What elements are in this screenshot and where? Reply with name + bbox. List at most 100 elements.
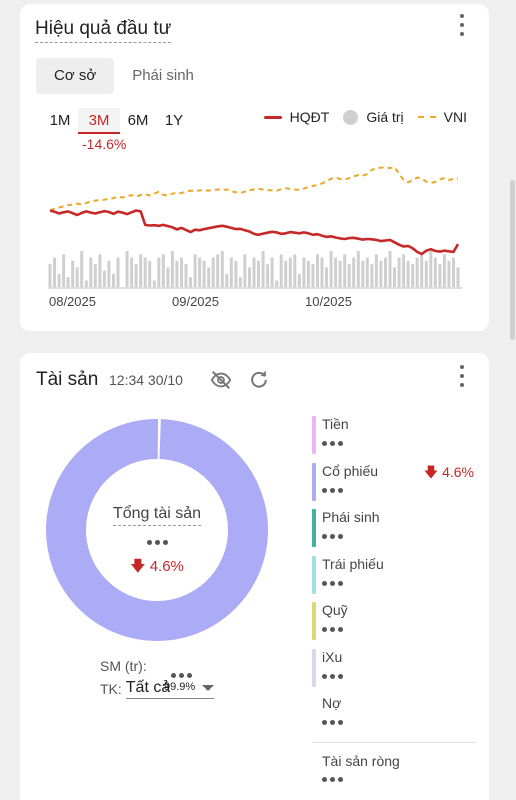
asset-color-bar xyxy=(312,462,316,501)
value-bar xyxy=(193,254,197,287)
asset-list: Tiền Cổ phiếu 🡇 4.6% Phái sinh Trái phiế… xyxy=(312,415,480,741)
account-row: TK: Tất cả xyxy=(100,679,214,699)
value-bar xyxy=(93,264,97,287)
value-bar xyxy=(311,264,315,287)
asset-color-bar xyxy=(312,648,316,687)
value-bar xyxy=(116,257,120,287)
value-bar xyxy=(143,257,147,287)
total-assets-label[interactable]: Tổng tài sản xyxy=(112,505,202,526)
value-bar xyxy=(343,254,347,287)
value-bar xyxy=(139,254,143,287)
asset-color-bar xyxy=(312,416,316,454)
asset-value xyxy=(322,441,343,446)
refresh-icon[interactable] xyxy=(248,369,270,391)
legend-line-icon xyxy=(263,115,282,119)
value-bar xyxy=(48,264,52,287)
legend-vni-label: VNI xyxy=(443,109,467,125)
value-bar xyxy=(189,277,192,287)
asset-item-phai-sinh[interactable]: Phái sinh xyxy=(312,508,480,555)
value-bar xyxy=(293,254,297,287)
arrow-down-icon: 🡇 xyxy=(130,558,146,575)
performance-title[interactable]: Hiệu quả đầu tư xyxy=(35,18,172,43)
account-select[interactable]: Tất cả xyxy=(125,679,214,699)
total-assets-value xyxy=(46,532,268,550)
value-bar xyxy=(329,251,333,287)
value-bar xyxy=(89,257,93,287)
asset-item-trai-phieu[interactable]: Trái phiếu xyxy=(312,555,480,602)
tab-phai-sinh[interactable]: Phái sinh xyxy=(132,67,194,84)
asset-name: Nợ xyxy=(322,695,342,711)
period-1m[interactable]: 1M xyxy=(49,112,71,129)
asset-value xyxy=(322,720,343,725)
asset-item-quy[interactable]: Quỹ xyxy=(312,601,480,648)
value-bar xyxy=(107,260,111,287)
asset-value xyxy=(322,627,343,632)
x-tick-label: 09/2025 xyxy=(172,294,219,309)
value-bar xyxy=(207,267,211,287)
caret-down-icon xyxy=(201,685,214,691)
x-tick-label: 10/2025 xyxy=(305,294,352,309)
legend-value-label: Giá trị xyxy=(366,109,404,125)
asset-value xyxy=(322,487,343,493)
value-bar xyxy=(175,260,179,287)
value-bar xyxy=(257,260,260,287)
investment-performance-card: Hiệu quả đầu tư Cơ sở Phái sinh 1M 3M 6M… xyxy=(20,4,489,331)
value-bar xyxy=(220,251,224,287)
assets-more-icon[interactable] xyxy=(459,365,465,387)
legend-value[interactable]: Giá trị xyxy=(343,109,404,125)
total-assets-change-value: 4.6% xyxy=(149,558,184,575)
value-bar xyxy=(374,254,378,287)
legend-dot-icon xyxy=(343,109,359,125)
performance-chart xyxy=(48,166,462,289)
asset-item-tien[interactable]: Tiền xyxy=(312,415,480,462)
page-scrollbar[interactable] xyxy=(510,180,515,340)
value-bar xyxy=(338,260,342,287)
tab-co-so[interactable]: Cơ sở xyxy=(36,58,115,94)
asset-name: Tiền xyxy=(322,416,349,432)
value-bar xyxy=(365,257,369,287)
value-bar xyxy=(62,254,66,287)
value-bar xyxy=(402,254,406,287)
legend-vni[interactable]: VNI xyxy=(417,109,467,125)
value-bar xyxy=(356,251,360,287)
value-bar xyxy=(325,267,328,287)
period-6m[interactable]: 6M xyxy=(127,112,149,129)
asset-name: Phái sinh xyxy=(322,509,380,525)
performance-more-icon[interactable] xyxy=(459,14,465,36)
value-bar xyxy=(447,260,451,287)
hqdt-series-line xyxy=(49,209,460,256)
period-1y[interactable]: 1Y xyxy=(164,112,184,129)
period-change-value: -14.6% xyxy=(82,136,127,152)
value-bar xyxy=(347,264,351,287)
legend-hqdt[interactable]: HQĐT xyxy=(263,109,330,125)
value-bar xyxy=(384,257,387,287)
asset-item-co-phieu[interactable]: Cổ phiếu 🡇 4.6% xyxy=(312,462,480,509)
asset-item-ixu[interactable]: iXu xyxy=(312,648,480,695)
value-bar xyxy=(297,273,301,287)
value-bar xyxy=(152,280,156,287)
arrow-down-icon: 🡇 xyxy=(423,463,439,480)
assets-card: Tài sản 12:34 30/10 Tổng tài sản 🡇 4.6% … xyxy=(20,353,489,800)
asset-item-no[interactable]: Nợ xyxy=(312,694,480,741)
net-assets[interactable]: Tài sản ròng xyxy=(322,753,400,787)
asset-name: Trái phiếu xyxy=(322,555,384,572)
value-bar xyxy=(170,251,174,287)
value-bar xyxy=(452,257,455,287)
asset-color-bar xyxy=(312,602,316,640)
value-bar xyxy=(238,277,242,287)
asset-name: Quỹ xyxy=(322,602,348,618)
asset-name: Cổ phiếu xyxy=(322,462,379,479)
value-bar xyxy=(216,254,220,287)
value-bar xyxy=(148,260,152,287)
asset-change: 🡇 4.6% xyxy=(424,462,474,486)
eye-off-icon[interactable] xyxy=(210,369,232,391)
period-3m[interactable]: 3M xyxy=(78,108,120,134)
legend-hqdt-label: HQĐT xyxy=(289,109,330,125)
donut-segment-co-phieu[interactable] xyxy=(45,419,268,641)
value-bar xyxy=(202,260,206,287)
period-selector: 1M 3M 6M 1Y xyxy=(42,108,192,134)
value-bar xyxy=(130,257,134,287)
value-bar xyxy=(411,264,415,287)
value-bar xyxy=(370,264,374,287)
value-bar xyxy=(166,267,170,287)
